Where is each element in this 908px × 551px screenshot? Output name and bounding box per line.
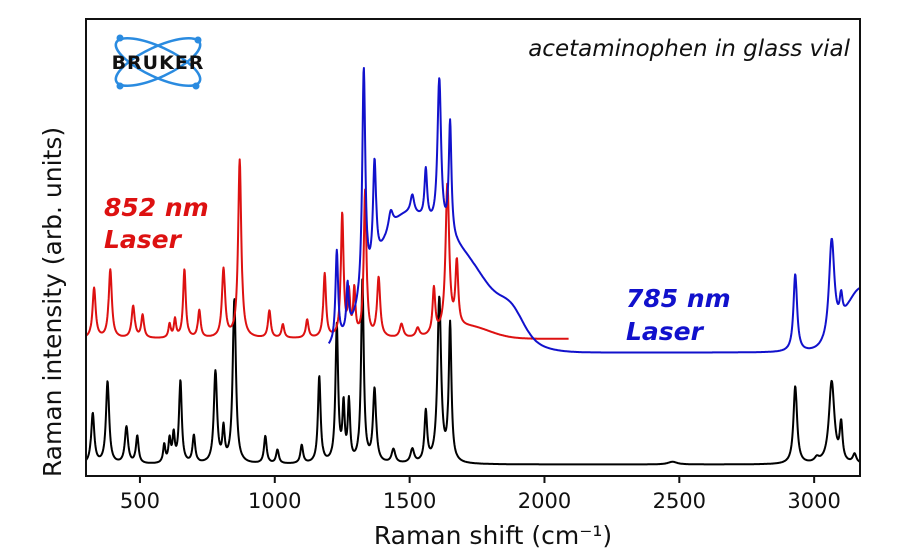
x-tick-label-1000: 1000: [248, 489, 301, 513]
series-layer: [85, 67, 861, 466]
logo-dot-3: [192, 82, 200, 90]
annotation-785: 785 nm Laser: [626, 284, 731, 346]
plot-frame: [85, 18, 861, 477]
annotation-852: 852 nm Laser: [104, 193, 209, 254]
x-axis: 500 1000 1500 2000 2500 3000: [120, 476, 841, 513]
bruker-logo: BRUKER: [112, 34, 205, 90]
series-line-852-nm-laser: [85, 158, 570, 340]
chart-title: acetaminophen in glass vial: [528, 36, 850, 62]
logo-dot-1: [116, 34, 124, 42]
logo-dot-4: [116, 82, 124, 90]
series-line-reference: [85, 278, 861, 466]
series-line-785-nm-laser: [327, 67, 861, 354]
annotation-785-line2: Laser: [626, 317, 705, 346]
x-tick-label-3000: 3000: [787, 489, 840, 513]
logo-dot-2: [194, 36, 202, 44]
logo-orbit-1: [114, 37, 202, 87]
y-axis-label: Raman intensity (arb. units): [38, 127, 67, 477]
x-tick-label-500: 500: [120, 489, 160, 513]
x-tick-label-2000: 2000: [518, 489, 571, 513]
logo-wordmark: BRUKER: [112, 52, 205, 74]
annotation-852-line2: Laser: [104, 225, 183, 254]
annotation-785-line1: 785 nm: [626, 284, 731, 313]
annotation-852-line1: 852 nm: [104, 193, 209, 222]
x-tick-label-2500: 2500: [653, 489, 706, 513]
x-tick-label-1500: 1500: [383, 489, 436, 513]
x-axis-label: Raman shift (cm⁻¹): [374, 521, 612, 550]
